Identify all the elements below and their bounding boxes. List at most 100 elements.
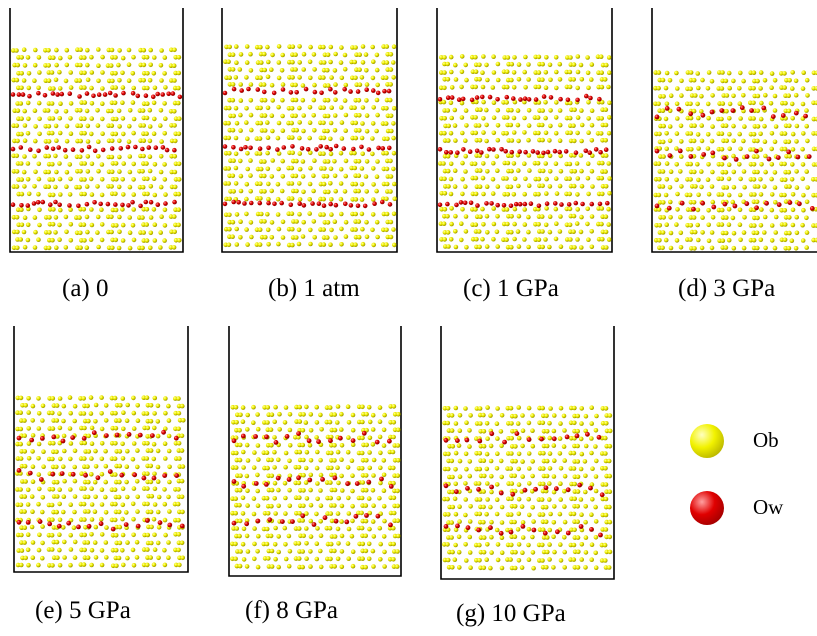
ob-atom [717, 70, 722, 75]
ob-atom [287, 487, 292, 493]
ob-atom [557, 77, 563, 82]
ob-atom [124, 479, 129, 485]
ob-atom [131, 441, 137, 446]
ob-atom [86, 449, 92, 454]
ob-atom [273, 525, 278, 531]
ob-atom [478, 107, 483, 112]
ob-atom [89, 532, 94, 537]
ob-atom [176, 70, 182, 76]
ow-atom [10, 146, 16, 152]
ob-atom [268, 533, 274, 539]
ob-atom [453, 542, 458, 548]
ob-atom [296, 556, 302, 561]
ob-atom [338, 196, 344, 202]
ob-atom [575, 519, 580, 524]
ob-atom [145, 403, 151, 408]
ob-atom [173, 396, 178, 401]
ob-atom [541, 473, 547, 479]
ob-atom [262, 97, 268, 103]
ob-atom [544, 206, 549, 211]
ob-atom [723, 169, 729, 175]
ob-atom [596, 160, 602, 166]
ob-atom [286, 106, 292, 111]
ob-atom [245, 427, 250, 432]
simulation-box-a [9, 8, 184, 253]
ob-atom [772, 139, 778, 145]
ob-atom [442, 55, 447, 60]
ob-atom [595, 131, 601, 136]
ob-atom [176, 478, 182, 484]
ob-atom [226, 135, 232, 141]
ob-atom [158, 108, 164, 113]
ob-atom [276, 226, 282, 232]
ob-atom [474, 107, 480, 112]
ob-atom [96, 154, 101, 159]
box-outline [436, 8, 613, 253]
ob-atom [68, 101, 74, 106]
ob-atom [533, 84, 538, 90]
ob-atom [96, 63, 101, 68]
ob-atom [78, 138, 83, 144]
ow-atom [458, 200, 464, 205]
ob-atom [371, 197, 376, 202]
ob-atom [482, 473, 487, 479]
ob-atom [572, 481, 577, 487]
ob-atom [109, 184, 114, 189]
ob-atom [159, 214, 164, 219]
ob-atom [116, 245, 122, 251]
ob-atom [505, 244, 511, 250]
ob-atom [272, 419, 278, 425]
ob-atom [391, 150, 397, 156]
ob-atom [442, 191, 448, 196]
ob-atom [30, 403, 36, 409]
ob-atom [356, 525, 362, 531]
ob-atom [36, 411, 42, 416]
ob-atom [720, 101, 726, 106]
ob-atom [36, 562, 41, 568]
ob-atom [374, 128, 379, 134]
ob-atom [533, 70, 538, 75]
ob-atom [602, 542, 608, 548]
ob-atom [266, 564, 272, 569]
ob-atom [277, 427, 283, 432]
ob-atom [68, 131, 74, 136]
ob-atom [530, 413, 535, 418]
ob-atom [163, 426, 168, 432]
ob-atom [147, 124, 153, 129]
ob-atom [459, 115, 465, 120]
ob-atom [137, 184, 143, 190]
ob-atom [130, 456, 136, 462]
ob-atom [325, 556, 330, 562]
ob-atom [314, 404, 320, 410]
ob-atom [579, 168, 584, 174]
ob-atom [280, 52, 286, 58]
ob-atom [314, 420, 320, 425]
ob-atom [135, 418, 141, 424]
ob-atom [527, 168, 532, 173]
ob-atom [51, 418, 56, 423]
ob-atom [515, 122, 521, 128]
ob-atom [293, 526, 299, 531]
ob-atom [92, 479, 98, 485]
ob-atom [235, 549, 240, 554]
ob-atom [22, 509, 27, 514]
ow-atom [98, 201, 103, 207]
ob-atom [121, 161, 126, 166]
ob-atom [152, 222, 158, 227]
ob-atom [230, 510, 235, 516]
ob-atom [262, 556, 268, 561]
ob-atom [724, 108, 729, 114]
ob-atom [227, 52, 233, 57]
ob-atom [85, 403, 90, 409]
ob-atom [719, 176, 725, 182]
ob-atom [661, 154, 666, 159]
ob-atom [720, 169, 725, 175]
ob-atom [359, 197, 365, 202]
ow-atom [18, 145, 24, 150]
ob-atom [527, 466, 532, 471]
ob-atom [569, 496, 574, 502]
ob-atom [82, 425, 87, 431]
ob-atom [287, 503, 293, 509]
ob-atom [481, 504, 486, 510]
ob-atom [315, 496, 320, 502]
